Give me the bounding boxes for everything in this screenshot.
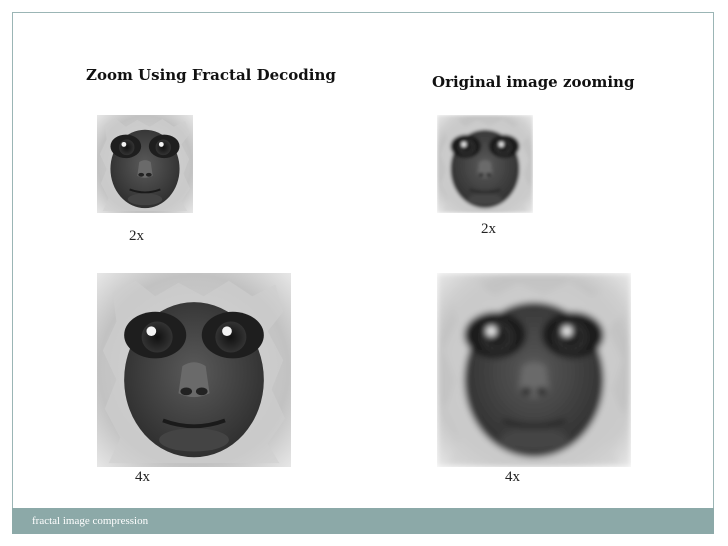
fractal-2x-label: 2x (129, 228, 144, 244)
original-4x-label: 4x (505, 469, 520, 485)
original-2x-label: 2x (481, 221, 496, 237)
footer-bar: fractal image compression (12, 508, 714, 534)
fractal-zoom-2x-image (97, 115, 193, 213)
original-zoom-heading: Original image zooming (432, 73, 635, 91)
fractal-zoom-heading: Zoom Using Fractal Decoding (86, 66, 336, 84)
slide-frame (12, 12, 714, 532)
original-zoom-2x-image (437, 115, 533, 213)
original-zoom-4x-image (437, 273, 631, 467)
footer-text: fractal image compression (32, 515, 149, 527)
fractal-zoom-4x-image (97, 273, 291, 467)
fractal-4x-label: 4x (135, 469, 150, 485)
